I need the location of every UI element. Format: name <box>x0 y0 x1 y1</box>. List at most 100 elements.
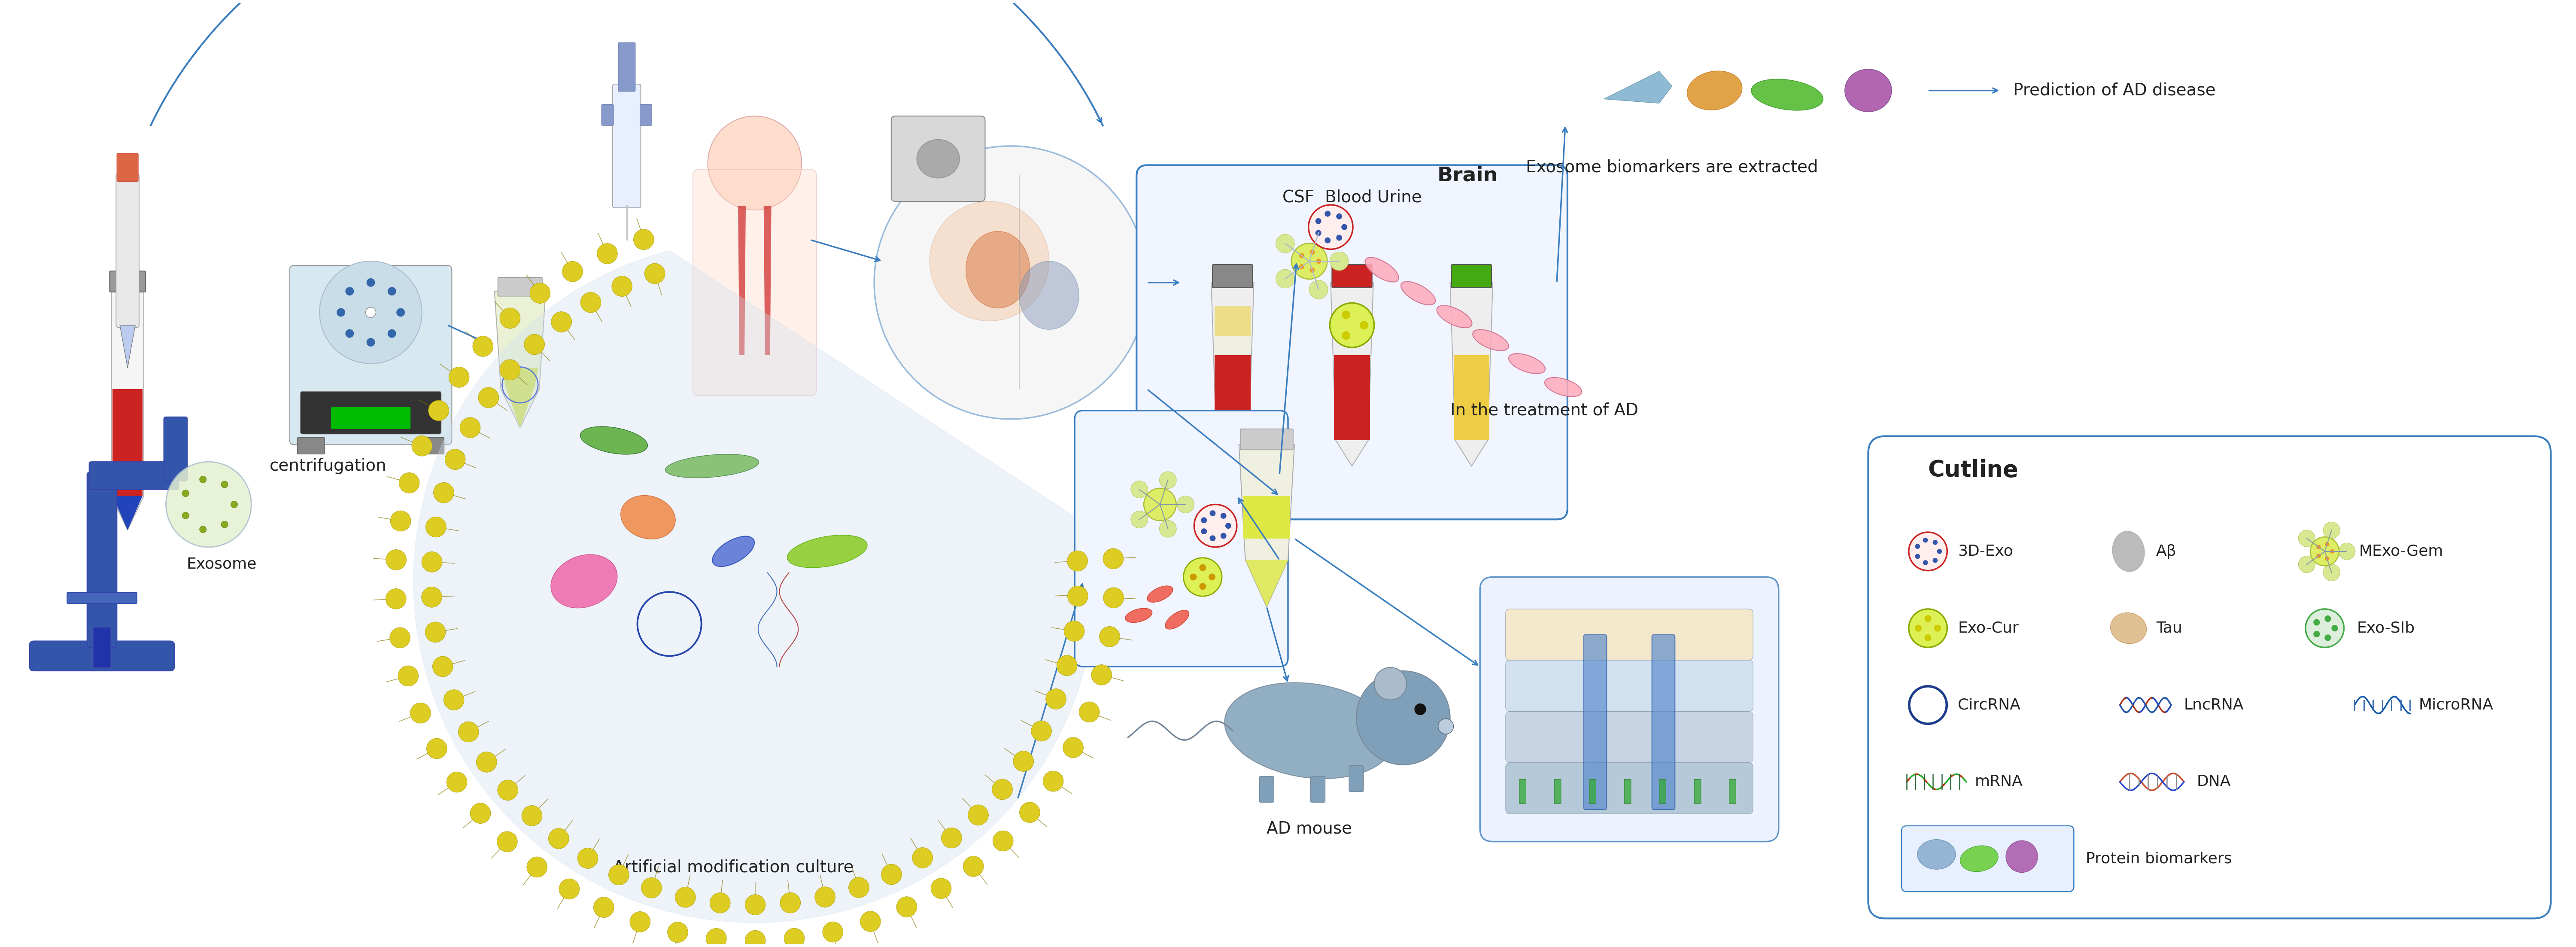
Circle shape <box>1935 625 1940 632</box>
Ellipse shape <box>1844 69 1891 112</box>
Ellipse shape <box>1126 608 1151 622</box>
Circle shape <box>1914 544 1919 549</box>
FancyBboxPatch shape <box>1504 762 1754 813</box>
Circle shape <box>198 476 206 483</box>
Circle shape <box>1309 223 1329 242</box>
Circle shape <box>389 628 410 648</box>
Circle shape <box>1922 560 1927 565</box>
Circle shape <box>912 848 933 868</box>
Circle shape <box>1932 558 1937 563</box>
Circle shape <box>448 367 469 387</box>
Circle shape <box>2324 634 2331 641</box>
Polygon shape <box>1450 282 1492 466</box>
Ellipse shape <box>1365 258 1399 282</box>
Circle shape <box>629 912 649 932</box>
Circle shape <box>1056 655 1077 676</box>
Circle shape <box>412 436 433 456</box>
Circle shape <box>345 287 353 295</box>
Circle shape <box>781 892 801 913</box>
Ellipse shape <box>621 495 675 539</box>
Circle shape <box>611 276 631 296</box>
Circle shape <box>1211 510 1216 516</box>
Circle shape <box>2316 554 2321 558</box>
Polygon shape <box>1244 496 1291 539</box>
Circle shape <box>386 549 407 570</box>
Circle shape <box>1291 243 1327 279</box>
Circle shape <box>222 521 229 527</box>
Circle shape <box>641 878 662 898</box>
Text: Cutline: Cutline <box>1927 459 2020 481</box>
Circle shape <box>1200 517 1208 523</box>
FancyBboxPatch shape <box>1504 609 1754 660</box>
Text: Exo-Cur: Exo-Cur <box>1958 621 2020 635</box>
Circle shape <box>428 739 448 759</box>
Circle shape <box>634 229 654 250</box>
Circle shape <box>366 278 376 287</box>
Circle shape <box>2298 530 2316 546</box>
Circle shape <box>744 895 765 915</box>
Polygon shape <box>1334 355 1370 440</box>
Ellipse shape <box>966 231 1030 308</box>
Circle shape <box>1298 253 1303 259</box>
Circle shape <box>1144 489 1177 521</box>
Circle shape <box>1324 211 1332 217</box>
FancyBboxPatch shape <box>1504 711 1754 762</box>
Circle shape <box>1914 554 1919 559</box>
FancyBboxPatch shape <box>28 641 175 670</box>
Text: Exosome: Exosome <box>185 557 258 571</box>
Circle shape <box>598 243 618 264</box>
Circle shape <box>1182 558 1221 597</box>
Circle shape <box>183 490 188 497</box>
Circle shape <box>531 283 551 303</box>
FancyBboxPatch shape <box>497 277 544 296</box>
Circle shape <box>433 656 453 677</box>
Circle shape <box>1924 634 1932 641</box>
FancyBboxPatch shape <box>417 438 443 454</box>
FancyBboxPatch shape <box>296 438 325 454</box>
Circle shape <box>319 261 422 364</box>
Circle shape <box>386 589 407 609</box>
Circle shape <box>1275 269 1296 288</box>
Ellipse shape <box>1164 610 1190 629</box>
Ellipse shape <box>1546 378 1582 397</box>
Text: Exosome biomarkers are extracted: Exosome biomarkers are extracted <box>1525 159 1819 175</box>
Circle shape <box>1937 549 1942 554</box>
Circle shape <box>1932 540 1937 545</box>
Text: Brain: Brain <box>1437 166 1499 186</box>
FancyBboxPatch shape <box>301 391 440 434</box>
FancyBboxPatch shape <box>891 116 984 202</box>
Circle shape <box>183 512 188 519</box>
Circle shape <box>992 779 1012 799</box>
Circle shape <box>1309 268 1314 273</box>
Ellipse shape <box>580 426 647 455</box>
Circle shape <box>2324 522 2339 539</box>
Circle shape <box>1159 472 1177 489</box>
Polygon shape <box>502 367 538 428</box>
FancyBboxPatch shape <box>1450 264 1492 288</box>
Circle shape <box>2298 556 2316 573</box>
Circle shape <box>446 449 466 470</box>
FancyBboxPatch shape <box>1481 577 1777 842</box>
Circle shape <box>1177 496 1195 513</box>
Text: DNA: DNA <box>2197 775 2231 789</box>
Circle shape <box>1200 564 1206 571</box>
Ellipse shape <box>551 555 618 608</box>
Circle shape <box>1043 771 1064 792</box>
Text: Exo-SIb: Exo-SIb <box>2357 621 2414 635</box>
Text: CircRNA: CircRNA <box>1958 698 2020 712</box>
Ellipse shape <box>1401 281 1435 305</box>
Circle shape <box>165 462 252 547</box>
Circle shape <box>500 308 520 329</box>
Ellipse shape <box>1917 839 1955 869</box>
Circle shape <box>1131 511 1149 528</box>
Circle shape <box>1079 702 1100 723</box>
Circle shape <box>2316 545 2321 549</box>
Circle shape <box>446 772 466 793</box>
Circle shape <box>386 330 397 338</box>
FancyBboxPatch shape <box>1901 826 2074 891</box>
Circle shape <box>497 831 518 852</box>
Text: CSF  Blood Urine: CSF Blood Urine <box>1283 189 1422 205</box>
Circle shape <box>425 622 446 642</box>
Circle shape <box>1226 523 1231 528</box>
Text: AD mouse: AD mouse <box>1267 821 1352 837</box>
